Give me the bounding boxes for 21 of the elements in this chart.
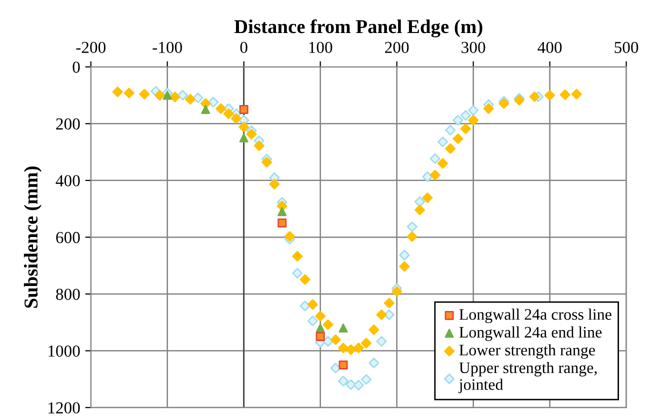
x-tick-label: 100 xyxy=(309,42,332,54)
y-tick-label: 800 xyxy=(56,288,80,300)
y-tick-label: 1000 xyxy=(48,345,80,357)
x-tick-label: 500 xyxy=(614,42,638,54)
y-tick-label: 1200 xyxy=(48,402,80,414)
legend-label: Longwall 24a end line xyxy=(459,326,602,341)
y-tick-label: 0 xyxy=(72,62,80,73)
x-axis-title: Distance from Panel Edge (m) xyxy=(234,19,482,38)
y-axis-title: Subsidence (mm) xyxy=(24,166,42,308)
x-tick-label: 200 xyxy=(385,42,409,54)
y-tick-label: 600 xyxy=(56,232,80,244)
legend-label: Lower strength range xyxy=(459,344,595,359)
x-tick-label: 400 xyxy=(538,42,562,54)
y-tick-label: 200 xyxy=(56,118,80,130)
x-tick-label: 300 xyxy=(462,42,486,54)
y-tick-label: 400 xyxy=(56,175,80,186)
x-tick-label: -200 xyxy=(76,42,106,54)
legend-label: Upper strength range, jointed xyxy=(458,362,597,394)
x-tick-label: 0 xyxy=(240,42,248,54)
legend-label: Longwall 24a cross line xyxy=(459,308,612,324)
x-tick-label: -100 xyxy=(152,42,182,54)
